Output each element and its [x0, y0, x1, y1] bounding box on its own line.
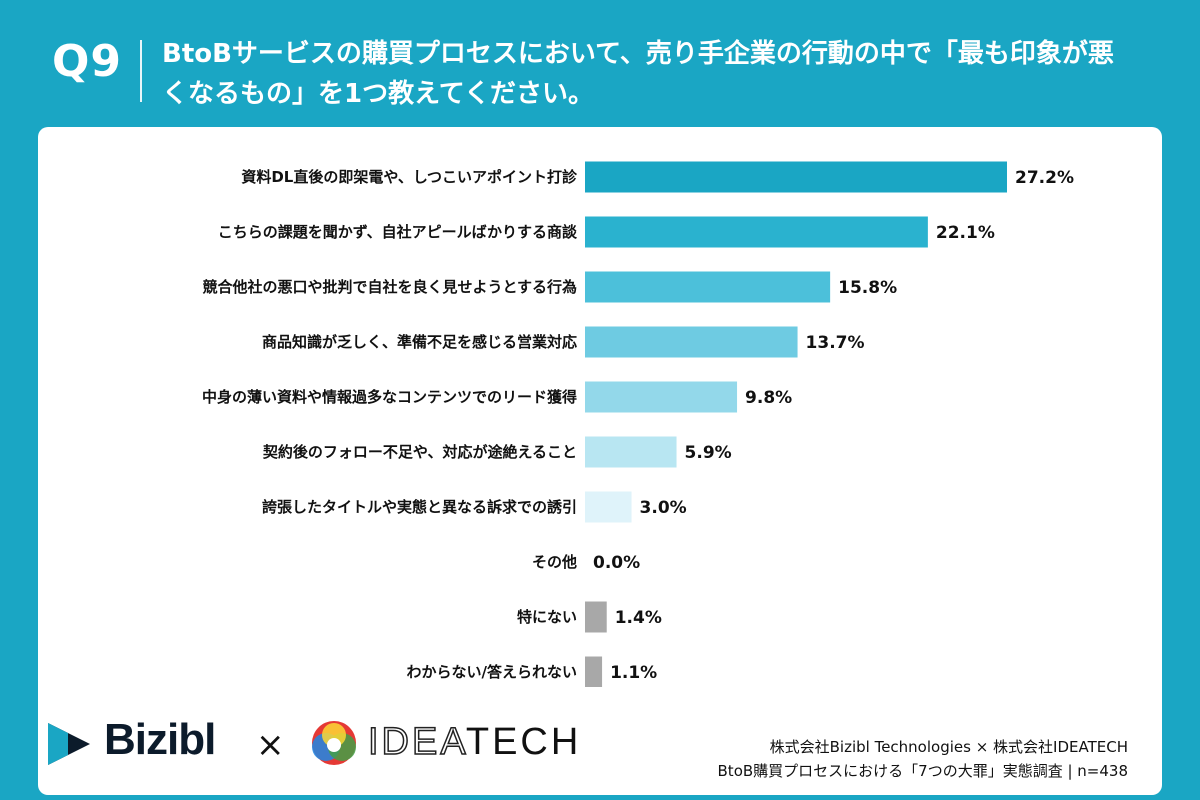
category-label: 資料DL直後の即架電や、しつこいアポイント打診 — [241, 168, 578, 186]
bar — [585, 381, 738, 413]
bar — [585, 326, 798, 358]
bar — [585, 161, 1007, 193]
ideatech-logo-part2: TECH — [465, 721, 582, 763]
credit-block: 株式会社Bizibl Technologies × 株式会社IDEATECH B… — [718, 735, 1128, 783]
chart-card: 資料DL直後の即架電や、しつこいアポイント打診 27.2% こちらの課題を聞かず、自… — [38, 127, 1162, 795]
ideatech-logo-part1: IDEA — [367, 720, 466, 764]
bar — [585, 436, 677, 468]
value-label: 13.7% — [806, 333, 865, 353]
value-label: 9.8% — [745, 388, 792, 408]
value-label: 3.0% — [640, 498, 687, 518]
bizibl-logo-text: Bizibl — [104, 715, 216, 764]
category-label: 契約後のフォロー不足や、対応が途絶えること — [262, 443, 577, 461]
category-label: 商品知識が乏しく、準備不足を感じる営業対応 — [262, 333, 577, 351]
category-label: 特にない — [517, 608, 577, 626]
times-symbol: × — [256, 725, 285, 765]
category-label: こちらの課題を聞かず、自社アピールばかりする商談 — [218, 223, 578, 241]
bar — [585, 491, 632, 523]
bar — [585, 656, 603, 687]
header-divider — [140, 40, 142, 102]
category-label: わからない/答えられない — [407, 663, 577, 681]
value-label: 5.9% — [685, 443, 732, 463]
value-label: 1.4% — [615, 608, 662, 628]
footer-logos: Bizibl × IDEATECH — [38, 687, 738, 787]
question-title: BtoBサービスの購買プロセスにおいて、売り手企業の行動の中で「最も印象が悪くな… — [162, 39, 1114, 109]
category-label: 中身の薄い資料や情報過多なコンテンツでのリード獲得 — [202, 388, 577, 406]
bar — [585, 216, 928, 248]
value-label: 0.0% — [593, 553, 640, 573]
credit-line-2: BtoB購買プロセスにおける「7つの大罪」実態調査 | n=438 — [717, 762, 1128, 780]
header: Q9 BtoBサービスの購買プロセスにおいて、売り手企業の行動の中で「最も印象が… — [0, 0, 1200, 120]
category-label: その他 — [532, 553, 577, 571]
credit-line-1: 株式会社Bizibl Technologies × 株式会社IDEATECH — [769, 738, 1128, 756]
question-number: Q9 — [52, 36, 123, 87]
bar — [585, 601, 607, 633]
value-label: 22.1% — [936, 223, 995, 243]
value-label: 27.2% — [1015, 168, 1074, 188]
bar — [585, 271, 831, 303]
ideatech-logo-text: IDEATECH — [367, 720, 582, 764]
bar-chart: 資料DL直後の即架電や、しつこいアポイント打診 27.2% こちらの課題を聞かず、自… — [202, 161, 1074, 687]
ideatech-logo-icon — [312, 721, 356, 765]
category-label: 競合他社の悪口や批判で自社を良く見せようとする行為 — [202, 278, 577, 296]
value-label: 1.1% — [610, 663, 657, 683]
category-label: 誇張したタイトルや実態と異なる訴求での誘引 — [262, 498, 577, 516]
bizibl-logo-icon — [48, 723, 90, 765]
value-label: 15.8% — [838, 278, 897, 298]
